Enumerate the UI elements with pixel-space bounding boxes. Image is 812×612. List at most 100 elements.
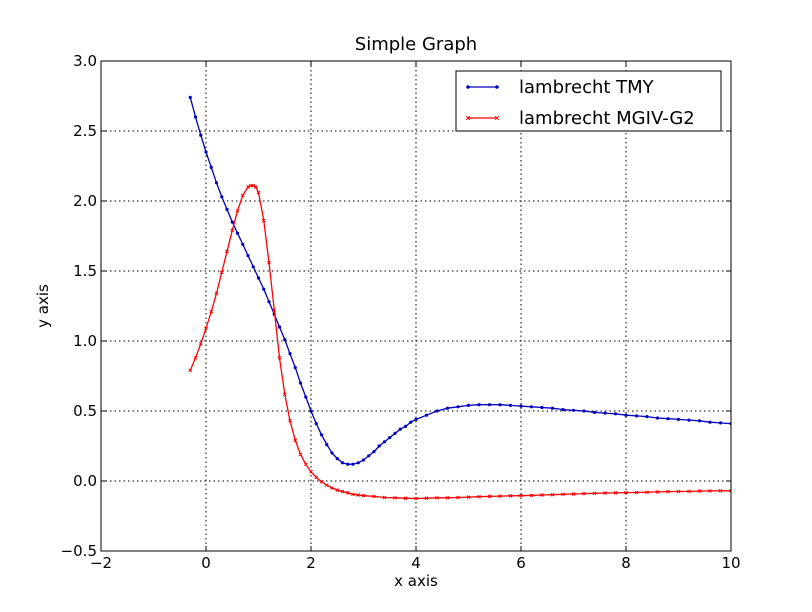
data-point (666, 489, 670, 494)
data-point (729, 488, 731, 493)
y-tick-label: 0.0 (73, 472, 97, 490)
data-point (550, 492, 555, 497)
data-point (718, 488, 723, 493)
data-point (403, 496, 408, 501)
data-point (241, 242, 245, 246)
data-point (529, 405, 534, 409)
data-point (277, 325, 282, 329)
data-point (214, 181, 219, 185)
data-point (298, 381, 303, 385)
data-point (697, 419, 702, 423)
data-point (613, 412, 618, 416)
data-point (624, 490, 628, 495)
data-point (188, 368, 193, 373)
legend-marker (465, 115, 471, 121)
y-tick-label: 1.0 (73, 332, 97, 350)
data-point (435, 495, 439, 500)
data-point (645, 490, 649, 495)
data-point (293, 438, 298, 443)
data-point (372, 450, 376, 454)
data-point (288, 352, 292, 356)
data-point (235, 208, 240, 213)
data-point (388, 436, 392, 440)
data-point (718, 421, 723, 425)
data-point (456, 405, 460, 409)
data-point (445, 495, 450, 500)
data-point (540, 405, 544, 410)
data-point (356, 493, 361, 497)
data-point (498, 494, 502, 498)
data-point (340, 489, 345, 494)
data-point (251, 183, 256, 188)
data-point (262, 287, 266, 291)
data-point (361, 493, 366, 498)
data-point (613, 491, 618, 495)
data-point (351, 492, 355, 497)
data-point (393, 495, 397, 500)
data-point (325, 443, 329, 447)
data-point (487, 494, 492, 499)
data-point (377, 444, 381, 448)
data-point (466, 495, 471, 499)
data-point (230, 220, 234, 224)
data-point (361, 458, 366, 462)
data-point (424, 413, 429, 417)
data-point (550, 406, 555, 410)
data-point (209, 309, 214, 314)
data-point (319, 433, 324, 437)
data-point (477, 403, 481, 407)
data-point (477, 494, 481, 499)
data-point (199, 133, 203, 137)
data-point (571, 408, 576, 412)
data-point (335, 457, 339, 461)
data-point (708, 420, 712, 424)
data-point (603, 411, 607, 415)
data-point (309, 409, 313, 413)
x-tick-label: 8 (621, 554, 631, 572)
data-point (519, 493, 523, 498)
data-point (330, 486, 334, 490)
data-point (603, 491, 607, 495)
data-point (214, 291, 219, 296)
data-point (193, 355, 198, 360)
data-point (288, 418, 292, 423)
data-point (219, 270, 224, 275)
data-point (561, 492, 565, 497)
data-point (193, 115, 198, 119)
data-point (398, 427, 402, 431)
chart-title: Simple Graph (355, 34, 477, 55)
data-point (382, 440, 387, 444)
data-point (240, 193, 245, 198)
data-point (293, 366, 297, 370)
data-point (314, 422, 318, 426)
data-point (655, 490, 660, 494)
x-axis-label: x axis (394, 572, 438, 590)
data-point (372, 494, 376, 499)
x-tick-label: 0 (201, 554, 211, 572)
ticks (100, 60, 732, 552)
data-point (519, 404, 523, 408)
y-tick-label: 2.5 (73, 122, 97, 140)
data-point (256, 190, 261, 195)
legend: lambrecht TMY lambrecht MGIV-G2 (455, 70, 722, 132)
data-point (624, 413, 628, 417)
x-tick-label: 4 (411, 554, 421, 572)
data-point (225, 249, 229, 254)
data-point (246, 185, 250, 189)
data-point (435, 409, 439, 413)
data-point (254, 185, 258, 189)
data-point (592, 410, 597, 414)
data-point (277, 355, 282, 360)
data-point (335, 488, 340, 492)
legend-label-1: lambrecht MGIV-G2 (519, 108, 695, 129)
data-point (666, 417, 670, 421)
data-point (314, 475, 319, 480)
data-point (561, 408, 565, 412)
data-point (409, 420, 413, 424)
y-tick-label: 2.0 (73, 192, 97, 210)
data-point (645, 415, 649, 419)
data-point (634, 490, 639, 495)
legend-label-0: lambrecht TMY (519, 77, 655, 98)
data-point (267, 300, 271, 304)
data-point (540, 493, 544, 497)
